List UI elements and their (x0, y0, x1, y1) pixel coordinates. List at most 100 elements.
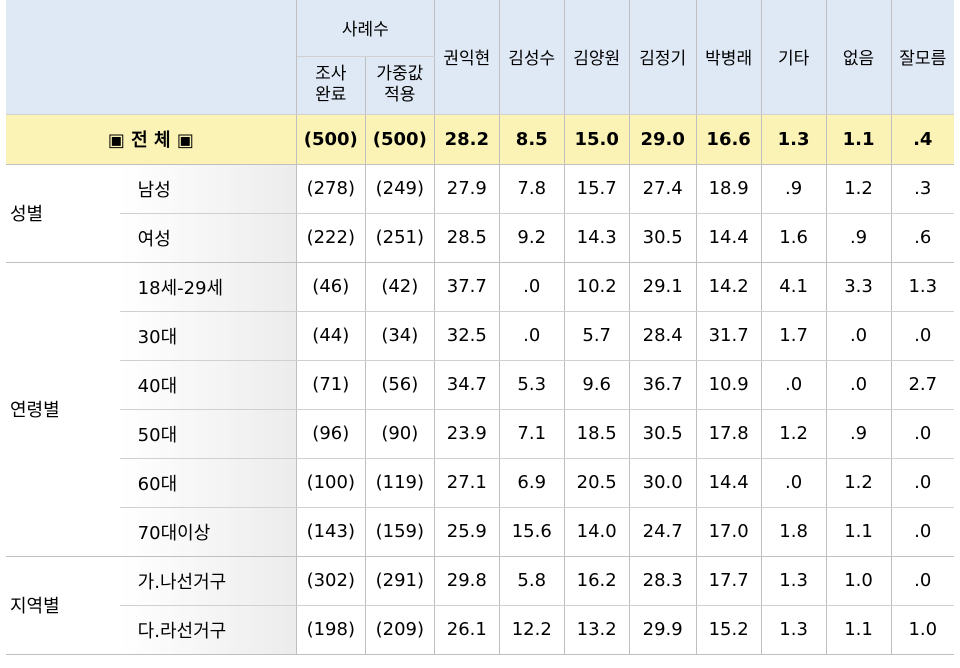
header-candidate: 김양원 (564, 0, 630, 115)
value-cell: 14.0 (564, 507, 630, 557)
row-label: 여성 (119, 213, 297, 263)
header-candidate: 없음 (826, 0, 892, 115)
value-cell: 1.1 (826, 507, 892, 557)
value-cell: .0 (761, 458, 827, 508)
total-sample-weighted: (500) (365, 114, 435, 165)
value-cell: 17.7 (696, 556, 762, 606)
value-cell: 9.2 (499, 213, 565, 263)
value-cell: .3 (891, 164, 954, 214)
sample-done: (44) (296, 311, 366, 361)
row-label: 18세-29세 (119, 262, 297, 312)
header-sample-done-line: 조사 (315, 64, 347, 84)
sample-weighted: (291) (365, 556, 435, 606)
header-sample-group: 사례수 (296, 0, 435, 57)
value-cell: 26.1 (434, 605, 500, 655)
row-label: 60대 (119, 458, 297, 508)
table-row: 70대이상 (143) (159) 25.9 15.6 14.0 24.7 17.0 1.8 1.… (6, 507, 954, 557)
value-cell: 9.6 (564, 360, 630, 410)
value-cell: 14.3 (564, 213, 630, 263)
sample-done: (100) (296, 458, 366, 508)
sample-done: (198) (296, 605, 366, 655)
sample-weighted: (42) (365, 262, 435, 312)
value-cell: 29.1 (629, 262, 697, 312)
group-label: 연령별 (6, 262, 120, 557)
value-cell: 16.2 (564, 556, 630, 606)
value-cell: .0 (891, 556, 954, 606)
value-cell: 17.8 (696, 409, 762, 459)
value-cell: 15.7 (564, 164, 630, 214)
header-sample-done: 조사 완료 (296, 56, 366, 115)
value-cell: 15.2 (696, 605, 762, 655)
row-label: 40대 (119, 360, 297, 410)
value-cell: 18.5 (564, 409, 630, 459)
table-row: 연령별 18세-29세 (46) (42) 37.7.0 10.2 29.1 14.2 4.1 3… (6, 262, 954, 557)
row-label: 다.라선거구 (119, 605, 297, 655)
total-value: 15.0 (564, 114, 630, 165)
value-cell: 1.3 (891, 262, 954, 312)
value-cell: .0 (891, 409, 954, 459)
sample-done: (143) (296, 507, 366, 557)
value-cell: 27.1 (434, 458, 500, 508)
value-cell: 27.4 (629, 164, 697, 214)
value-cell: 32.5 (434, 311, 500, 361)
value-cell: 5.7 (564, 311, 630, 361)
total-value: 16.6 (696, 114, 762, 165)
value-cell: 14.4 (696, 458, 762, 508)
value-cell: .9 (761, 164, 827, 214)
table-body: ▣ 전 체 ▣ (500) (500) 28.2 8.5 15.0 29.0 1… (6, 114, 954, 655)
value-cell: .0 (499, 311, 565, 361)
sample-done: (222) (296, 213, 366, 263)
table-row: 60대 (100) (119) 27.1 6.9 20.5 30.0 14.4.0 1.2.0 (6, 458, 954, 508)
table-row: 다.라선거구 (198) (209) 26.1 12.2 13.2 29.9 15.2 1.3 1… (6, 605, 954, 655)
value-cell: 10.9 (696, 360, 762, 410)
total-value: 8.5 (499, 114, 565, 165)
value-cell: 1.2 (761, 409, 827, 459)
total-row: ▣ 전 체 ▣ (500) (500) 28.2 8.5 15.0 29.0 1… (6, 114, 954, 165)
sample-weighted: (251) (365, 213, 435, 263)
value-cell: 12.2 (499, 605, 565, 655)
value-cell: 14.4 (696, 213, 762, 263)
header-blank-corner (6, 0, 297, 115)
row-label: 남성 (119, 164, 297, 214)
value-cell: 30.5 (629, 409, 697, 459)
value-cell: 34.7 (434, 360, 500, 410)
sample-weighted: (209) (365, 605, 435, 655)
value-cell: .9 (826, 409, 892, 459)
sample-done: (96) (296, 409, 366, 459)
value-cell: 6.9 (499, 458, 565, 508)
total-value: 29.0 (629, 114, 697, 165)
total-value: 1.3 (761, 114, 827, 165)
header-sample-weighted-line: 적용 (384, 85, 416, 105)
value-cell: 3.3 (826, 262, 892, 312)
value-cell: .0 (891, 311, 954, 361)
value-cell: .0 (891, 458, 954, 508)
value-cell: .0 (499, 262, 565, 312)
value-cell: 1.0 (891, 605, 954, 655)
value-cell: 1.1 (826, 605, 892, 655)
value-cell: 1.2 (826, 458, 892, 508)
table-header: 사례수 권익현 김성수 김양원 김정기 박병래 기타 없음 잘모름 조사 완료 … (6, 0, 954, 115)
value-cell: 10.2 (564, 262, 630, 312)
row-label: 70대이상 (119, 507, 297, 557)
header-candidate: 김정기 (629, 0, 697, 115)
value-cell: 1.0 (826, 556, 892, 606)
header-sample-done-line: 완료 (315, 85, 347, 105)
value-cell: 4.1 (761, 262, 827, 312)
sample-weighted: (249) (365, 164, 435, 214)
sample-done: (46) (296, 262, 366, 312)
value-cell: .0 (761, 360, 827, 410)
value-cell: .6 (891, 213, 954, 263)
value-cell: 28.5 (434, 213, 500, 263)
value-cell: 1.6 (761, 213, 827, 263)
value-cell: 23.9 (434, 409, 500, 459)
total-label: ▣ 전 체 ▣ (6, 114, 297, 165)
header-sample-weighted-line: 가중값 (376, 64, 424, 84)
sample-weighted: (56) (365, 360, 435, 410)
value-cell: 5.3 (499, 360, 565, 410)
value-cell: 30.5 (629, 213, 697, 263)
value-cell: 28.4 (629, 311, 697, 361)
table-row: 여성 (222) (251) 28.5 9.2 14.3 30.5 14.4 1.6.9.6 (6, 213, 954, 263)
table-row: 30대 (44) (34) 32.5.0 5.7 28.4 31.7 1.7.0.0 (6, 311, 954, 361)
value-cell: 1.8 (761, 507, 827, 557)
table-row: 40대 (71) (56) 34.7 5.3 9.6 36.7 10.9.0.0 2.7 (6, 360, 954, 410)
